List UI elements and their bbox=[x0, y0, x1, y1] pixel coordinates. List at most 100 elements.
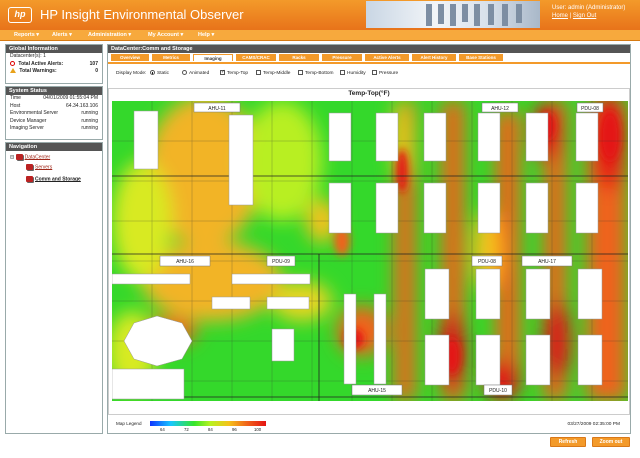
menu-my-account[interactable]: My Account ▾ bbox=[148, 32, 184, 38]
link-separator: | bbox=[569, 13, 572, 19]
radio-selected-icon bbox=[150, 70, 155, 76]
global-information-panel: Global Information Datacenter(s): 1 Tota… bbox=[5, 44, 103, 84]
status-label: Environmental Server bbox=[10, 110, 59, 116]
layer-temp-bottom-label: Temp-Bottom bbox=[305, 71, 334, 76]
legend-color-scale bbox=[150, 421, 266, 426]
tree-label-servers[interactable]: Servers bbox=[35, 164, 53, 171]
collapse-toggle-icon[interactable]: ⊟ bbox=[10, 154, 15, 161]
datacenter-count-value: 1 bbox=[43, 53, 46, 59]
datacenter-icon bbox=[15, 154, 23, 160]
unit-label: PDU-09 bbox=[272, 259, 290, 265]
legend-tick: 84 bbox=[208, 427, 213, 432]
menu-alerts[interactable]: Alerts ▾ bbox=[52, 32, 72, 38]
navigation-panel: Navigation ⊟ DataCenter Servers Comm and… bbox=[5, 142, 103, 434]
mode-animated-label: Animated bbox=[189, 71, 210, 76]
home-link[interactable]: Home bbox=[552, 13, 569, 19]
app-title: HP Insight Environmental Observer bbox=[40, 7, 244, 22]
tab-metrics[interactable]: Metrics bbox=[152, 54, 190, 61]
tree-label-comm-and-storage[interactable]: Comm and Storage bbox=[35, 176, 81, 183]
heat-map-svg: AHU-11 AHU-12 PDU-08 AHU-16 PDU-09 PDU-0… bbox=[112, 101, 628, 401]
main-panel-header: DataCenter:Comm and Storage bbox=[108, 45, 630, 53]
unit-label: PDU-10 bbox=[489, 388, 507, 394]
sign-out-link[interactable]: Sign Out bbox=[572, 13, 597, 19]
tab-alert-history[interactable]: Alert History bbox=[412, 54, 456, 61]
room-walls bbox=[112, 175, 628, 401]
storage-group-icon bbox=[26, 176, 33, 182]
tab-pressure[interactable]: Pressure bbox=[322, 54, 362, 61]
map-timestamp: 03/27/2009 02:35:00 PM bbox=[567, 422, 620, 427]
tab-racks[interactable]: Racks bbox=[279, 54, 319, 61]
status-row: Imaging Server running bbox=[6, 125, 102, 133]
app-header: hp HP Insight Environmental Observer Use… bbox=[0, 0, 640, 30]
zoom-out-button[interactable]: Zoom out bbox=[592, 437, 630, 447]
status-value: running bbox=[81, 125, 98, 131]
map-legend: Map Legend 64 72 84 96 100 bbox=[116, 421, 266, 432]
tree-label-datacenter[interactable]: DataCenter bbox=[24, 154, 51, 161]
mode-static-radio[interactable]: Static bbox=[150, 70, 169, 77]
hp-logo: hp bbox=[8, 7, 32, 23]
tree-node-datacenter[interactable]: ⊟ DataCenter bbox=[10, 154, 50, 161]
tree-node-servers[interactable]: Servers bbox=[26, 164, 52, 171]
status-value: 04/01/2009 01:55:04 PM bbox=[43, 95, 98, 101]
layer-pressure-checkbox[interactable]: Pressure bbox=[372, 70, 398, 77]
heat-map-frame: Temp-Top(°F) bbox=[108, 88, 630, 415]
server-racks bbox=[112, 110, 603, 400]
display-mode-label: Display Mode: bbox=[116, 71, 147, 76]
warning-icon bbox=[10, 68, 16, 74]
mode-static-label: Static bbox=[157, 71, 169, 76]
menu-help[interactable]: Help ▾ bbox=[198, 32, 215, 38]
refresh-button[interactable]: Refresh bbox=[550, 437, 586, 447]
server-group-icon bbox=[26, 164, 33, 170]
status-row: Environmental Server running bbox=[6, 110, 102, 118]
unit-label: PDU-08 bbox=[478, 259, 496, 265]
tab-imaging[interactable]: Imaging bbox=[193, 54, 233, 61]
layer-humidity-checkbox[interactable]: Humidity bbox=[340, 70, 366, 77]
sidebar: Global Information Datacenter(s): 1 Tota… bbox=[5, 44, 103, 434]
legend-tick: 100 bbox=[254, 427, 262, 432]
active-alerts-row: Total Active Alerts: 107 bbox=[6, 61, 102, 69]
legend-tick: 72 bbox=[184, 427, 189, 432]
status-value: running bbox=[81, 110, 98, 116]
global-information-header: Global Information bbox=[6, 45, 102, 53]
tab-cams-crac[interactable]: CAMS/CRAC bbox=[236, 54, 276, 61]
checkbox-icon bbox=[372, 70, 377, 76]
layer-temp-middle-checkbox[interactable]: Temp-Middle bbox=[256, 70, 290, 77]
status-row: Time 04/01/2009 01:55:04 PM bbox=[6, 95, 102, 103]
layer-temp-middle-label: Temp-Middle bbox=[263, 71, 291, 76]
tab-active-alerts[interactable]: Active Alerts bbox=[365, 54, 409, 61]
user-label: User: admin (Administrator) bbox=[552, 5, 626, 11]
layer-temp-top-checkbox[interactable]: ✓ Temp-Top bbox=[220, 70, 248, 77]
tab-overview[interactable]: Overview bbox=[111, 54, 149, 61]
checkbox-icon bbox=[340, 70, 345, 76]
user-info: User: admin (Administrator) Home | Sign … bbox=[552, 4, 625, 20]
datacenter-count-label: Datacenter(s): bbox=[10, 53, 42, 59]
radio-icon bbox=[182, 70, 187, 76]
layer-pressure-label: Pressure bbox=[379, 71, 399, 76]
heat-map-title: Temp-Top(°F) bbox=[348, 90, 390, 97]
legend-tick: 96 bbox=[232, 427, 237, 432]
system-status-header: System Status bbox=[6, 87, 102, 95]
status-row: Device Manager running bbox=[6, 118, 102, 126]
checkbox-icon bbox=[298, 70, 303, 76]
tree-node-comm-and-storage[interactable]: Comm and Storage bbox=[26, 176, 81, 183]
main-menu-bar: Reports ▾ Alerts ▾ Administration ▾ My A… bbox=[0, 30, 640, 41]
mode-animated-radio[interactable]: Animated bbox=[182, 70, 209, 77]
menu-reports[interactable]: Reports ▾ bbox=[14, 32, 40, 38]
heat-map[interactable]: AHU-11 AHU-12 PDU-08 AHU-16 PDU-09 PDU-0… bbox=[112, 101, 628, 401]
legend-tick: 64 bbox=[160, 427, 165, 432]
layer-humidity-label: Humidity bbox=[347, 71, 366, 76]
tab-bar: Overview Metrics Imaging CAMS/CRAC Racks… bbox=[108, 53, 630, 62]
main-panel: DataCenter:Comm and Storage Overview Met… bbox=[107, 44, 631, 434]
active-alerts-label: Total Active Alerts: bbox=[18, 60, 64, 67]
status-row: Host 64.34.163.106 bbox=[6, 103, 102, 111]
warnings-label: Total Warnings: bbox=[19, 68, 57, 74]
layer-temp-top-label: Temp-Top bbox=[227, 71, 249, 76]
unit-label-text: AHU-11 AHU-12 PDU-08 AHU-16 PDU-09 PDU-0… bbox=[176, 106, 599, 394]
system-status-panel: System Status Time 04/01/2009 01:55:04 PM… bbox=[5, 86, 103, 140]
menu-administration[interactable]: Administration ▾ bbox=[88, 32, 132, 38]
datacenter-banner-image bbox=[366, 1, 540, 28]
tab-base-stations[interactable]: Base Stations bbox=[459, 54, 503, 61]
datacenter-count-row: Datacenter(s): 1 bbox=[6, 53, 102, 61]
layer-temp-bottom-checkbox[interactable]: Temp-Bottom bbox=[298, 70, 334, 77]
status-label: Time bbox=[10, 95, 21, 101]
